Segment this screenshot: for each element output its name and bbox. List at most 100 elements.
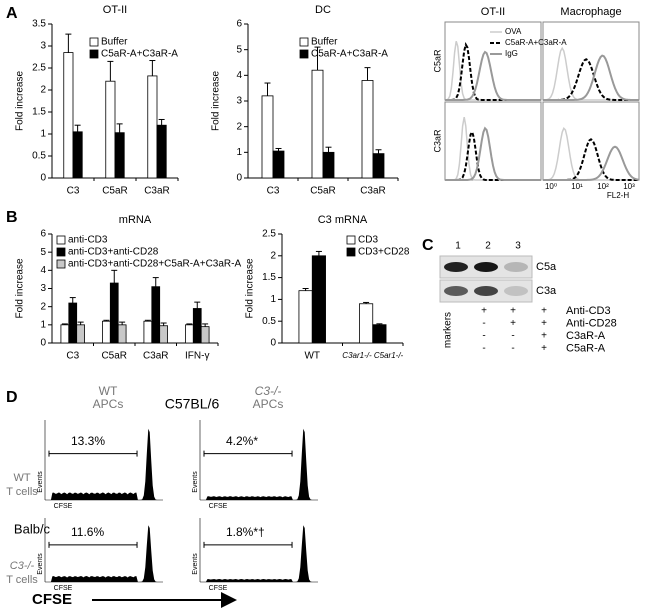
x-tick-label: C3aR [144, 186, 170, 197]
y-tick-label: 5 [40, 247, 46, 258]
flow-column-label: Macrophage [560, 6, 621, 18]
x-tick-label: C5aR [102, 186, 128, 197]
y-tick-label: 6 [40, 229, 46, 240]
bar [72, 131, 83, 179]
treatment-mark: + [541, 343, 547, 354]
y-axis-label: Fold increase [211, 71, 222, 131]
x-tick-label: C3 [67, 186, 80, 197]
panel-label: A [6, 5, 18, 22]
bar [361, 80, 374, 179]
blot-band [504, 262, 528, 272]
x-tick-label: IFN-γ [185, 351, 209, 362]
events-label: Events [192, 471, 199, 493]
flow-legend-label: C5aR-A+C3aR-A [505, 38, 567, 47]
x-tick-label: C3 [267, 186, 280, 197]
flow-histogram [543, 145, 640, 181]
bar [76, 324, 85, 344]
treatment-mark: - [511, 343, 514, 354]
x-tick-label: C5aR [310, 186, 336, 197]
bar [372, 153, 385, 179]
cfse-column-label: APCs [93, 397, 124, 411]
y-axis-label: Fold increase [15, 258, 26, 318]
legend-swatch [56, 259, 66, 269]
y-tick-label: 2 [270, 250, 276, 261]
bar [261, 95, 274, 179]
bar [109, 282, 119, 344]
bar [63, 52, 74, 179]
lane-label: 1 [455, 241, 461, 252]
flow-row-label: C3aR [432, 129, 442, 153]
chart-title: C3 mRNA [318, 214, 368, 226]
flow-frame [542, 101, 640, 181]
legend-label: C5aR-A+C3aR-A [101, 49, 178, 60]
events-label: Events [37, 553, 44, 575]
bar [147, 75, 158, 179]
treatment-mark: - [482, 318, 485, 329]
band-label: C3a [536, 285, 557, 297]
bar [298, 290, 313, 344]
y-tick-label: 2 [40, 85, 46, 96]
bar [311, 69, 324, 179]
bar [151, 286, 161, 344]
cfse-column-label: WT [99, 384, 118, 398]
x-tick-label: C3 [66, 351, 79, 362]
flow-legend-label: OVA [505, 27, 522, 36]
y-tick-label: 3 [40, 41, 46, 52]
y-tick-label: 3 [236, 96, 242, 107]
y-tick-label: 0.5 [32, 151, 46, 162]
flow-legend-label: IgG [505, 49, 518, 58]
cfse-row-label: WT [13, 472, 30, 484]
x-tick-label: C3ar1-/- C5ar1-/- [342, 351, 403, 360]
y-tick-label: 3 [40, 283, 46, 294]
bar [185, 324, 194, 344]
legend-label: CD3+CD28 [358, 247, 410, 258]
flow-histogram [543, 54, 639, 101]
y-tick-label: 1 [40, 129, 46, 140]
flow-x-tick-label: 10² [597, 182, 609, 191]
y-tick-label: 1.5 [262, 272, 276, 283]
treatment-mark: + [541, 318, 547, 329]
bar [60, 324, 70, 344]
blot-band [444, 286, 468, 296]
events-label: Events [37, 471, 44, 493]
strain-label: C57BL/6 [165, 396, 220, 412]
bar [156, 124, 167, 179]
legend-swatch [89, 49, 99, 59]
cfse-box-label: CFSE [54, 503, 73, 510]
treatment-mark: + [510, 318, 516, 329]
y-axis-label: Fold increase [15, 71, 26, 131]
y-tick-label: 1 [40, 319, 46, 330]
markers-label: markers [443, 312, 454, 348]
legend-label: anti-CD3+anti-CD28 [68, 247, 159, 258]
band-label: C5a [536, 261, 557, 273]
x-tick-label: C5aR [101, 351, 127, 362]
y-tick-label: 5 [236, 44, 242, 55]
legend-swatch [299, 49, 309, 59]
panel-label: D [6, 389, 18, 406]
y-tick-label: 2.5 [32, 63, 46, 74]
gate-percentage: 4.2%* [226, 434, 258, 448]
legend-label: anti-CD3 [68, 235, 108, 246]
cfse-row-label: T cells [6, 574, 38, 586]
cfse-column-label: APCs [253, 397, 284, 411]
legend-swatch [299, 37, 309, 47]
y-tick-label: 4 [40, 265, 46, 276]
x-tick-label: C3aR [143, 351, 169, 362]
cfse-box-label: CFSE [54, 585, 73, 592]
bar [117, 324, 127, 344]
strain-label: Balb/c [14, 521, 51, 536]
legend-swatch [56, 247, 66, 257]
flow-histogram [445, 116, 541, 181]
y-tick-label: 3.5 [32, 19, 46, 30]
legend-label: CD3 [358, 235, 378, 246]
treatment-label: Anti-CD28 [566, 317, 617, 329]
treatment-mark: + [541, 306, 547, 317]
gate-percentage: 13.3% [71, 434, 105, 448]
cfse-histogram [200, 428, 318, 500]
bar [192, 308, 202, 344]
legend-swatch [56, 235, 66, 245]
chart-title: DC [315, 4, 331, 16]
y-tick-label: 1.5 [32, 107, 46, 118]
cfse-axis-label: CFSE [32, 591, 72, 608]
